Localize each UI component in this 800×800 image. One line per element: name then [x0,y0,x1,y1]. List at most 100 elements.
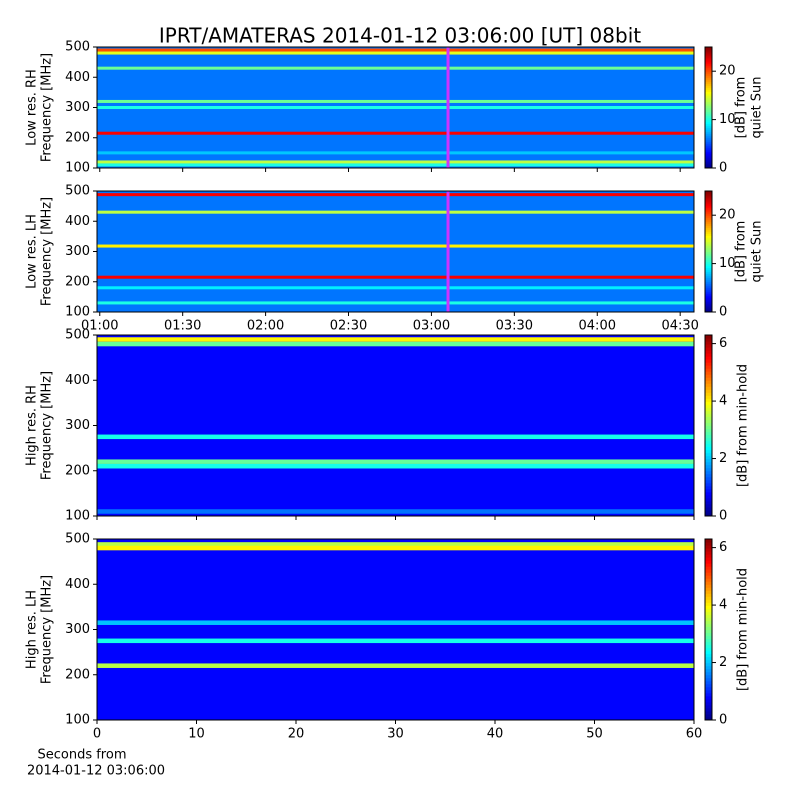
colorbar-cell [705,139,712,143]
colorbar-cell [705,386,712,390]
colorbar-cell [705,554,712,558]
colorbar-cell [705,267,712,271]
colorbar-cell [705,470,712,475]
colorbar-cell [705,193,712,196]
colorbar-cell [705,491,712,496]
colorbar-cell [705,668,712,673]
colorbar-cell [705,581,712,585]
colorbar-tick-label: 0 [719,161,727,176]
colorbar-cell [705,614,712,618]
colorbar-cell [705,389,712,393]
colorbar-cell [705,455,712,460]
colorbar-cell [705,221,712,224]
colorbar-cell [705,285,712,289]
colorbar-cell [705,263,712,267]
colorbar-cell [705,83,712,86]
colorbar-cell [705,401,712,405]
x-axis-label: 2014-01-12 03:06:00 [27,764,165,779]
y-tick-label: 500 [65,40,90,55]
colorbar-cell [705,131,712,135]
colorbar-cell [705,707,712,712]
heatmap-band [97,459,694,464]
colorbar-cell [705,569,712,573]
colorbar-cell [705,344,712,348]
x-tick-label: 04:30 [661,319,698,334]
colorbar-cell [705,121,712,125]
colorbar-cell [705,419,712,423]
colorbar-cell [705,273,712,277]
colorbar-cell [705,63,712,66]
colorbar-cell [705,653,712,658]
colorbar-cell [705,117,712,121]
colorbar-cell [705,665,712,670]
colorbar-label: quiet Sun [750,220,765,282]
heatmap-band [97,301,694,305]
y-tick-label: 100 [65,713,90,728]
colorbar-cell [705,692,712,697]
colorbar-cell [705,289,712,293]
colorbar-cell [705,303,712,307]
colorbar-cell [705,243,712,246]
colorbar-cell [705,227,712,230]
colorbar-cell [705,141,712,145]
colorbar-cell [705,151,712,155]
colorbar-cell [705,425,712,430]
colorbar-cell [705,698,712,703]
colorbar-cell [705,539,712,543]
colorbar-frame [704,538,713,721]
colorbar-cell [705,251,712,255]
colorbar-label: [dB] from min-hold [736,364,751,487]
colorbar-cell [705,77,712,80]
heatmap-band [97,163,694,167]
colorbar-cell [705,584,712,588]
colorbar-cell [705,201,712,204]
colorbar-cell [705,434,712,439]
colorbar-tick-label: 0 [719,713,727,728]
x-tick-label: 50 [586,727,603,742]
colorbar-cell [705,683,712,688]
colorbar-cell [705,398,712,402]
colorbar-cell [705,392,712,396]
colorbar-cell [705,368,712,372]
colorbar-cell [705,299,712,303]
colorbar-tick-label: 2 [719,451,727,466]
colorbar-cell [705,73,712,76]
colorbar-cell [705,428,712,433]
colorbar-cell [705,49,712,52]
colorbar-cell [705,629,712,634]
colorbar-cell [705,431,712,436]
colorbar-cell [705,701,712,706]
colorbar-cell [705,677,712,682]
colorbar-cell [705,269,712,273]
colorbar-cell [705,443,712,448]
heatmap-band [97,48,694,52]
colorbar-cell [705,347,712,351]
colorbar-tick-label: 4 [719,394,727,409]
colorbar-cell [705,59,712,62]
colorbar-cell [705,217,712,220]
colorbar-cell [705,213,712,216]
colorbar-label: [dB] from [734,77,749,139]
colorbar-cell [705,590,712,594]
x-tick-label: 03:30 [496,319,533,334]
heatmap-band [97,337,694,342]
heatmap-band [97,275,694,279]
y-axis-label: Frequency [MHz] [40,197,55,306]
colorbar-cell [705,295,712,299]
colorbar-cell [705,115,712,119]
colorbar-cell [705,620,712,624]
x-tick-label: 0 [93,727,101,742]
colorbar-cell [705,89,712,92]
colorbar-cell [705,109,712,113]
colorbar-cell [705,395,712,399]
y-tick-label: 500 [65,184,90,199]
colorbar-cell [705,410,712,414]
colorbar-cell [705,593,712,597]
colorbar-cell [705,53,712,56]
colorbar-cell [705,51,712,54]
colorbar-cell [705,497,712,502]
colorbar-cell [705,350,712,354]
colorbar-cell [705,353,712,357]
colorbar-cell [705,596,712,600]
y-tick-label: 300 [65,622,90,637]
